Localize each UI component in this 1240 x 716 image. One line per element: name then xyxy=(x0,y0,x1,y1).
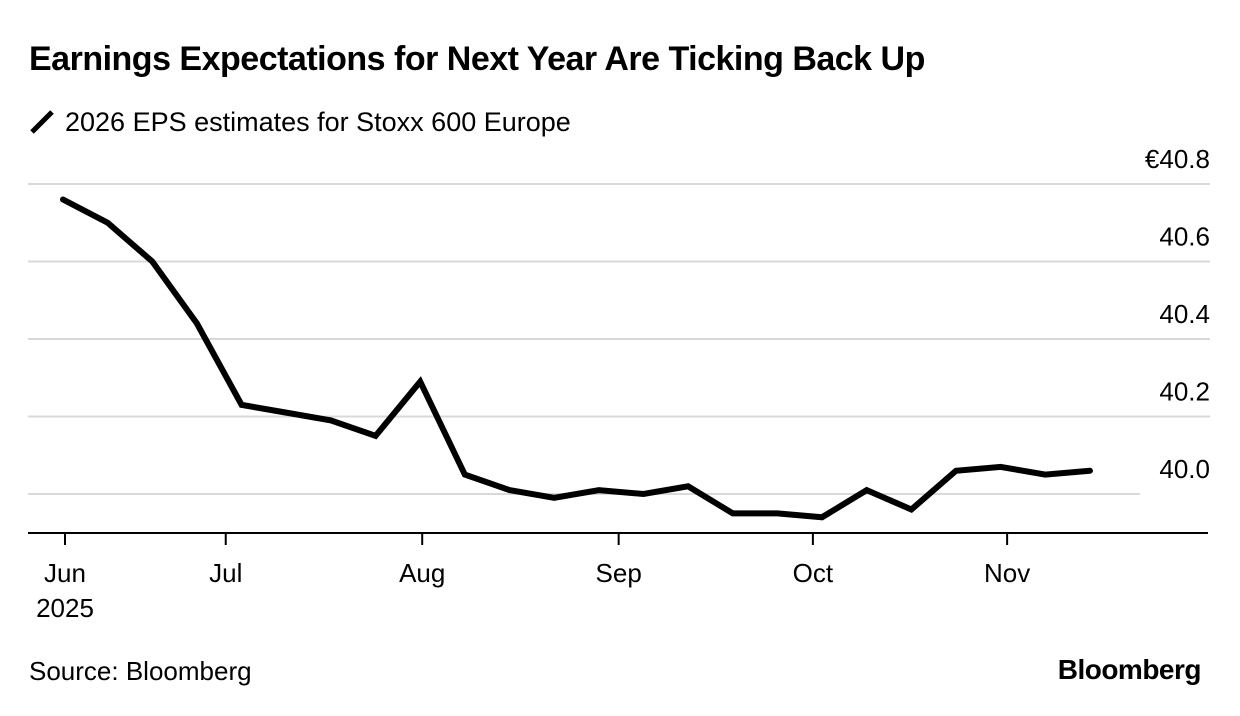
x-tick-label: Oct xyxy=(793,558,834,588)
y-tick-label: 40.6 xyxy=(1159,222,1210,252)
x-tick-label: Jun xyxy=(44,558,86,588)
x-tick-label: Nov xyxy=(984,558,1030,588)
x-tick-label: Sep xyxy=(596,558,642,588)
x-tick-sublabel: 2025 xyxy=(36,593,94,623)
x-tick-label: Aug xyxy=(399,558,445,588)
source-note: Source: Bloomberg xyxy=(29,656,252,686)
x-tick-label: Jul xyxy=(209,558,242,588)
gridlines xyxy=(28,183,1210,495)
legend: 2026 EPS estimates for Stoxx 600 Europe xyxy=(29,105,571,139)
y-tick-label: 40.2 xyxy=(1159,377,1210,407)
data-points xyxy=(62,199,1091,518)
x-axis-ticks: Jun 2025 Jul Aug Sep Oct Nov xyxy=(36,533,1030,623)
line-swatch-icon xyxy=(30,110,54,134)
chart-title: Earnings Expectations for Next Year Are … xyxy=(29,40,925,78)
y-tick-label: 40.0 xyxy=(1159,454,1210,484)
bloomberg-logo: Bloomberg xyxy=(1057,654,1202,685)
y-tick-label: €40.8 xyxy=(1145,144,1210,174)
y-axis-labels: 40.0 40.2 40.4 40.6 €40.8 xyxy=(1145,144,1210,484)
y-tick-label: 40.4 xyxy=(1159,299,1210,329)
legend-label: 2026 EPS estimates for Stoxx 600 Europe xyxy=(65,106,571,137)
series-line-eps-2026 xyxy=(60,196,1093,521)
